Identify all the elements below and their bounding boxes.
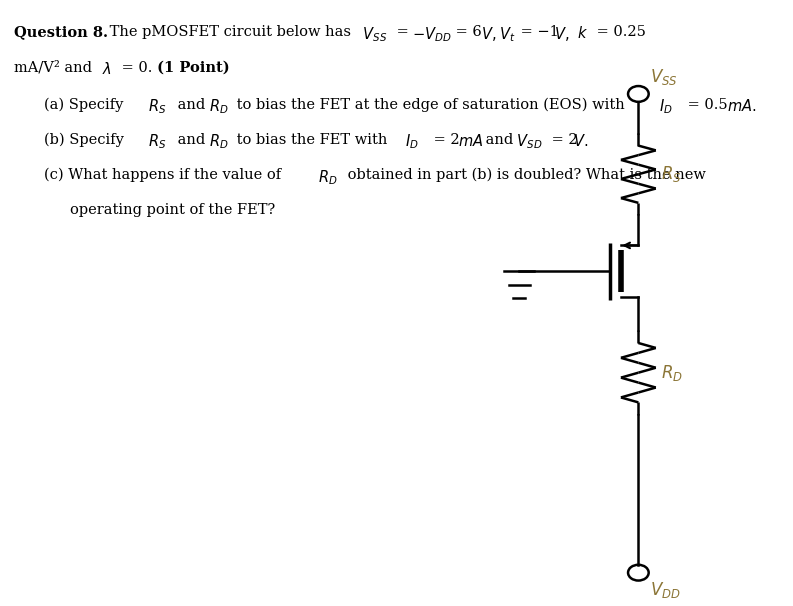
Text: = 0.25: = 0.25 — [592, 25, 646, 39]
Text: $R_D$: $R_D$ — [205, 98, 229, 116]
Text: $R_S$: $R_S$ — [144, 133, 167, 152]
Text: Question 8.: Question 8. — [14, 25, 109, 39]
Text: (1 Point): (1 Point) — [152, 61, 230, 75]
Text: $I_D$: $I_D$ — [655, 98, 673, 116]
Text: $V, V_t$: $V, V_t$ — [477, 25, 515, 44]
Text: $V.$: $V.$ — [573, 133, 588, 148]
Text: $R_D$: $R_D$ — [314, 168, 339, 187]
Text: (a) Specify: (a) Specify — [44, 98, 123, 112]
Text: (c) What happens if the value of: (c) What happens if the value of — [44, 168, 281, 182]
Text: and: and — [173, 98, 205, 112]
Text: obtained in part (b) is doubled? What is the new: obtained in part (b) is doubled? What is… — [343, 168, 706, 182]
Text: $\lambda$: $\lambda$ — [98, 61, 112, 76]
Text: $k$: $k$ — [577, 25, 588, 41]
Text: $R_S$: $R_S$ — [661, 164, 681, 184]
Text: to bias the FET with: to bias the FET with — [232, 133, 388, 147]
Text: $mA.$: $mA.$ — [723, 98, 757, 113]
Text: $V_{SS}$: $V_{SS}$ — [358, 25, 388, 44]
Text: =: = — [392, 25, 408, 39]
Text: = 6: = 6 — [451, 25, 482, 39]
Text: to bias the FET at the edge of saturation (EOS) with: to bias the FET at the edge of saturatio… — [232, 98, 625, 112]
Text: operating point of the FET?: operating point of the FET? — [70, 203, 275, 217]
Text: = −1: = −1 — [516, 25, 559, 39]
Text: $-V_{DD}$: $-V_{DD}$ — [408, 25, 452, 44]
Text: $V_{SS}$: $V_{SS}$ — [650, 67, 678, 87]
Text: $R_D$: $R_D$ — [661, 362, 683, 383]
Text: = 2: = 2 — [429, 133, 460, 147]
Text: mA/V² and: mA/V² and — [14, 61, 92, 75]
Text: $V_{DD}$: $V_{DD}$ — [650, 580, 681, 600]
Text: (b) Specify: (b) Specify — [44, 133, 124, 147]
Text: $I_D$: $I_D$ — [401, 133, 419, 152]
Text: The pMOSFET circuit below has: The pMOSFET circuit below has — [105, 25, 351, 39]
Text: $V,$: $V,$ — [550, 25, 570, 44]
Text: and: and — [481, 133, 514, 147]
Text: and: and — [173, 133, 205, 147]
Text: = 2: = 2 — [547, 133, 578, 147]
Text: = 0.: = 0. — [117, 61, 153, 75]
Text: = 0.5: = 0.5 — [683, 98, 727, 112]
Text: $V_{SD}$: $V_{SD}$ — [512, 133, 543, 152]
Text: $R_S$: $R_S$ — [144, 98, 167, 116]
Text: $R_D$: $R_D$ — [205, 133, 229, 152]
Text: $mA$: $mA$ — [454, 133, 484, 148]
